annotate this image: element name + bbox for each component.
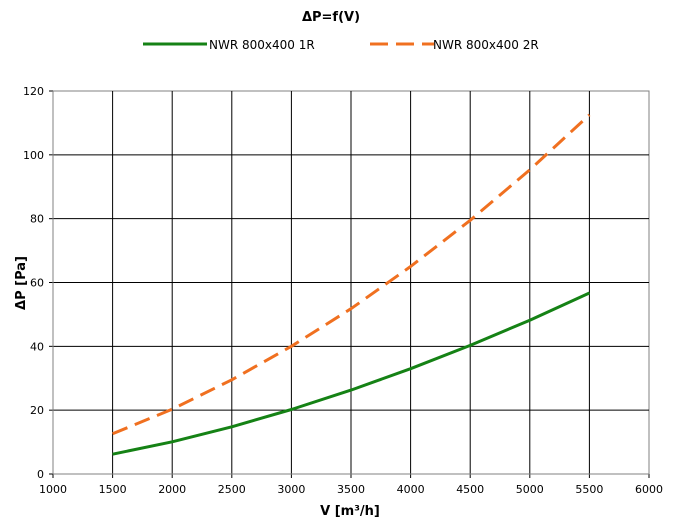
legend: NWR 800x400 1R NWR 800x400 2R [143, 38, 539, 52]
legend-label-1: NWR 800x400 1R [209, 38, 315, 52]
axes: 1000 1500 2000 2500 3000 3500 4000 4500 5000 5500… [23, 85, 663, 496]
x-axis-label: V [m³/h] [320, 504, 380, 519]
x-tick-label: 4000 [397, 483, 425, 496]
legend-label-2: NWR 800x400 2R [433, 38, 539, 52]
x-tick-label: 6000 [635, 483, 663, 496]
x-tick-label: 5500 [575, 483, 603, 496]
x-tick-label: 3500 [337, 483, 365, 496]
y-tick-label: 80 [30, 213, 44, 226]
y-tick-label: 20 [30, 404, 44, 417]
y-tick-label: 100 [23, 149, 44, 162]
x-tick-label: 1500 [99, 483, 127, 496]
x-tick-label: 2000 [158, 483, 186, 496]
series-group [112, 113, 591, 456]
x-tick-label: 2500 [218, 483, 246, 496]
series-line-2 [112, 113, 591, 436]
x-axis-label-text: V [m³/h] [320, 504, 380, 519]
chart-title: ΔP=f(V) [302, 10, 360, 25]
y-tick-label: 60 [30, 277, 44, 290]
y-tick-label: 0 [37, 468, 44, 481]
x-tick-label: 4500 [456, 483, 484, 496]
x-tick-label: 3000 [277, 483, 305, 496]
series-line-1 [112, 291, 591, 456]
y-tick-label: 40 [30, 340, 44, 353]
y-axis-label: ΔP [Pa] [14, 256, 29, 310]
x-tick-label: 1000 [39, 483, 67, 496]
y-tick-label: 120 [23, 85, 44, 98]
x-tick-label: 5000 [516, 483, 544, 496]
